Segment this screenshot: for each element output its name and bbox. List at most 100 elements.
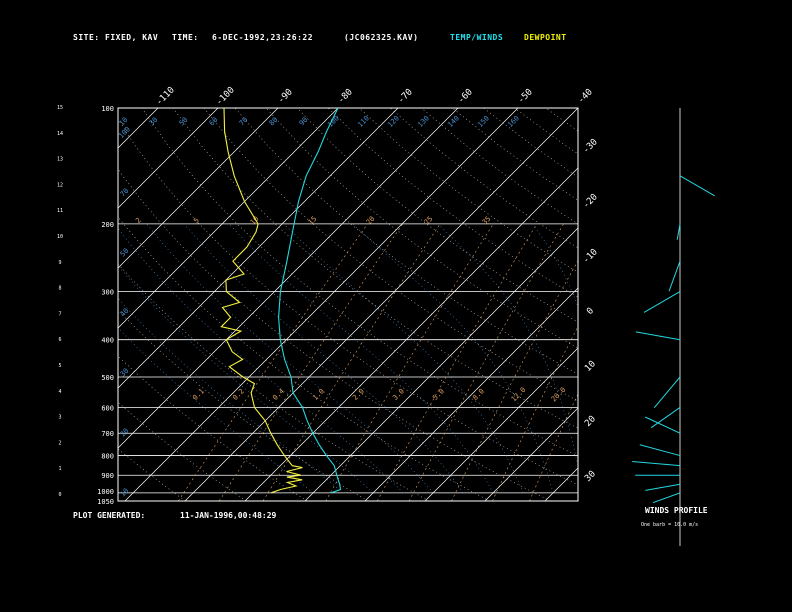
pressure-tick-label: 800 [101,453,114,461]
right-temp-tick-label: 30 [583,469,598,484]
isotherm-line [544,467,578,501]
dry-adiabat [296,108,578,323]
moist-adiabat [437,223,578,468]
isobar-grid [118,107,578,502]
temperature-trace [278,107,342,494]
pressure-tick-label: 300 [101,289,114,297]
adiabat-label: 60 [208,116,220,128]
mixing-ratio-label: 35 [481,215,493,227]
isotherms [0,108,792,501]
isotherm-line [665,108,792,501]
right-temp-tick-label: 10 [583,359,598,374]
dry-adiabat [670,108,792,501]
isotherm-line [118,108,219,209]
pressure-tick-label: 600 [101,404,114,412]
pressure-tick-label: 400 [101,337,114,345]
mixing-ratio-line [451,259,578,501]
time-value: 6-DEC-1992,23:26:22 [212,33,314,42]
theta-label: 70 [119,187,131,199]
dry-adiabat [118,216,490,501]
moist-adiabat [228,223,494,493]
mixing-ratio-line [529,393,578,501]
dry-adiabat [421,108,578,225]
height-tick-label: 5 [58,363,61,369]
mid-line-label: 2.0 [351,387,366,402]
dry-adiabat [452,108,578,201]
height-tick-label: 11 [57,208,63,214]
mid-line-label: 0.1 [191,387,206,402]
wind-barb [645,483,681,491]
top-temp-tick-label: -40 [576,87,595,106]
isotherm-line [0,108,38,501]
mixing-ratio-label: 10 [249,215,261,227]
dry-adiabat [545,108,578,132]
plot-border [117,107,579,502]
dry-adiabat [118,355,308,501]
mid-line-label: 3.0 [391,387,406,402]
moist-adiabat [673,224,683,493]
mixing-ratio-line [577,500,578,501]
wind-barb [639,444,681,457]
mixing-ratio-line [178,223,368,501]
mid-line-label: 5.0 [431,387,446,402]
mixing-ratio-line [377,223,538,501]
pressure-tick-label: 700 [101,430,114,438]
wind-barb [650,407,681,429]
mixing-ratio-line [325,223,494,501]
file-id: (JC062325.KAV) [344,33,419,42]
right-temp-tick-label: -10 [581,247,600,266]
mixing-ratio-label: 2 [134,216,143,225]
top-temp-tick-label: -110 [154,85,176,107]
mixing-ratio-line [262,223,441,501]
adiabat-label: 130 [416,114,431,129]
height-tick-label: 10 [57,234,63,240]
moist-adiabat [118,264,374,494]
moist-adiabat [118,227,404,494]
adiabat-label: 30 [148,116,160,128]
pressure-tick-label: 900 [101,472,114,480]
wind-barb [632,461,681,467]
height-tick-label: 8 [58,286,61,292]
wind-barb [679,175,715,197]
pressure-tick-label: 500 [101,374,114,382]
site-label: SITE: [73,33,100,42]
plot-frame [117,107,579,502]
height-tick-label: 9 [58,260,61,266]
wind-barb [635,331,681,341]
mixing-ratio-label: 5 [192,216,201,225]
time-label: TIME: [172,33,199,42]
dry-adiabat [141,108,578,457]
legend-dewpoint: DEWPOINT [524,33,567,42]
plot-generated-value: 11-JAN-1996,00:48:29 [180,511,277,520]
theta-label: 100 [117,125,132,140]
wind-barb [653,376,681,408]
isotherm-line [244,167,578,501]
isotherm-line [118,108,279,269]
mixing-ratio-label: 20 [365,215,377,227]
isotherm-line [364,287,578,501]
site-value: FIXED, KAV [105,33,159,42]
adiabat-label: 140 [446,114,461,129]
isotherm-line [184,108,578,501]
pressure-tick-label: 1050 [97,498,114,506]
mixing-ratio-label: 15 [307,215,319,227]
adiabat-label: 110 [356,114,371,129]
right-temp-tick-label: -20 [581,192,600,211]
mid-line-label: 12.0 [510,386,528,404]
dry-adiabat [118,118,578,486]
dry-adiabat [514,108,578,155]
height-tick-label: 15 [57,105,63,111]
right-temp-tick-label: 0 [585,306,596,317]
moist-adiabat [617,224,643,493]
height-tick-label: 2 [58,440,61,446]
adiabat-label: 80 [268,116,280,128]
dry-adiabat [576,108,578,110]
dry-adiabat [118,401,247,501]
dry-adiabat [390,108,578,249]
mid-line-label: 1.0 [311,387,326,402]
legend-temp: TEMP/WINDS [450,33,504,42]
mid-line-label: 0.4 [271,387,286,402]
isotherm-line [484,407,578,501]
adiabat-label: 10 [118,116,130,128]
